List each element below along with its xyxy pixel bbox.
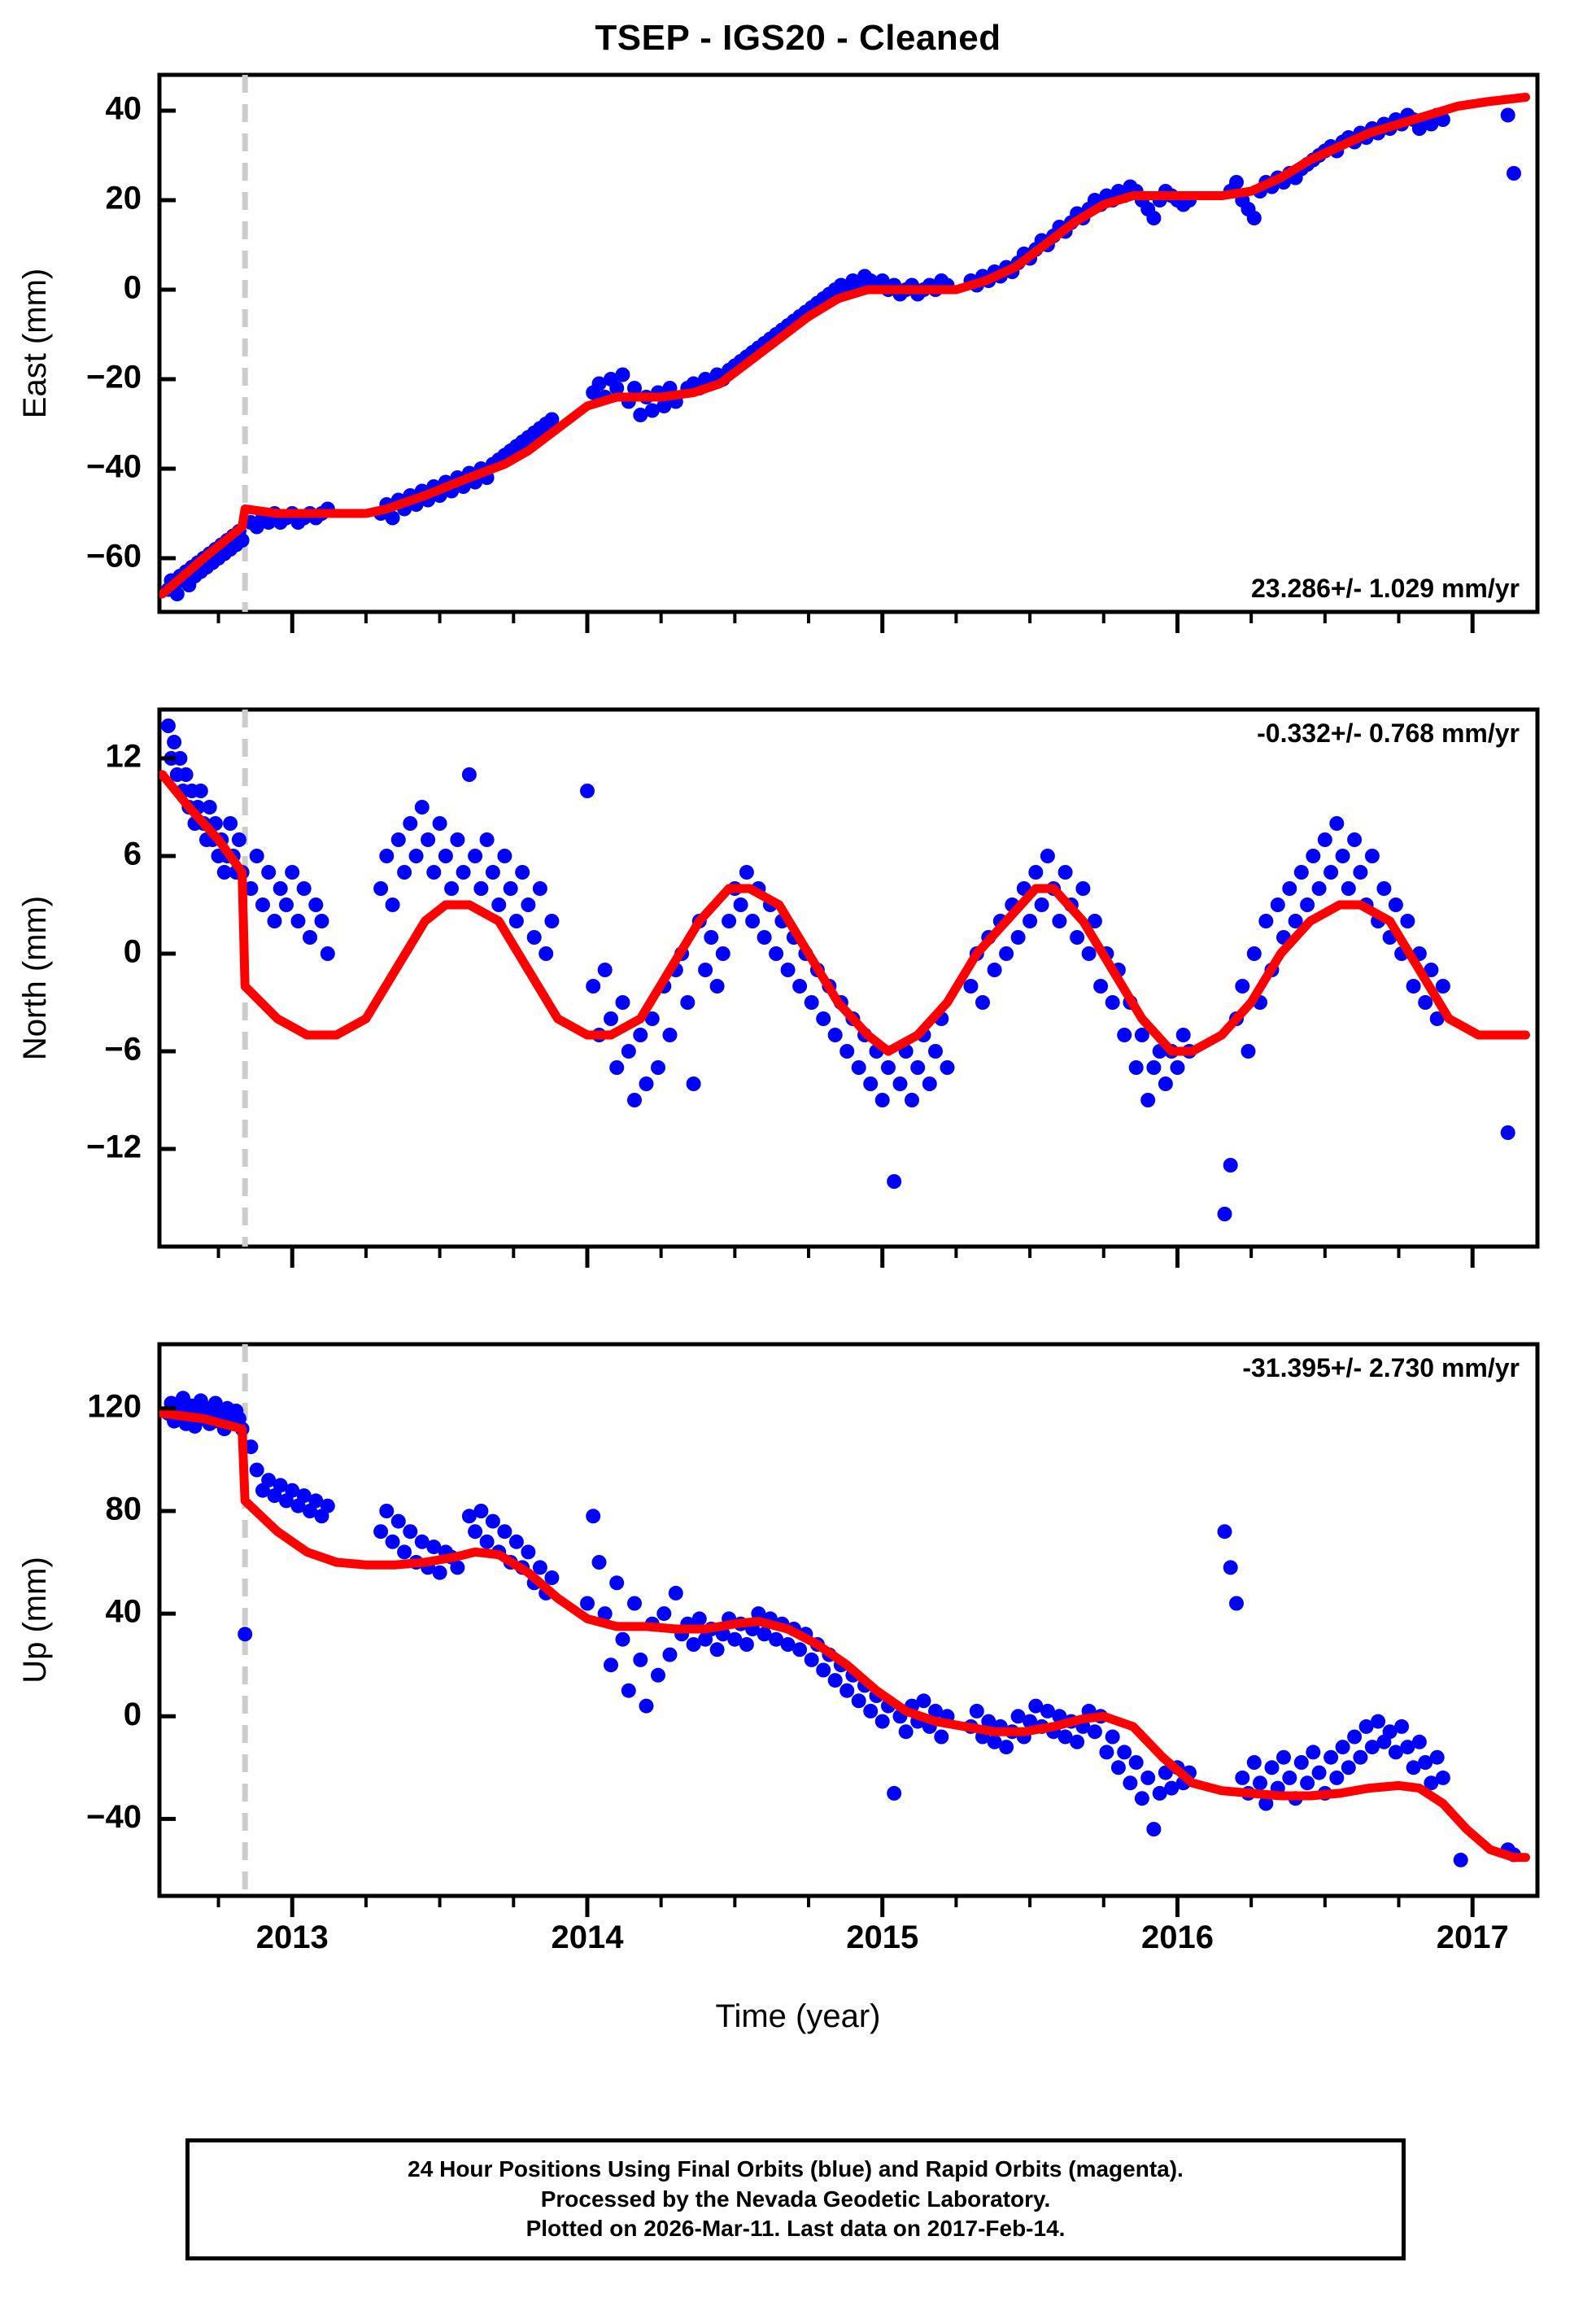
y-tick-label: −6 — [104, 1032, 142, 1068]
trend-line — [159, 1408, 1530, 1863]
footer-line-3: Plotted on 2026-Mar-11. Last data on 201… — [525, 2216, 1066, 2242]
data-layer — [159, 1391, 1530, 1867]
footer-line-1: 24 Hour Positions Using Final Orbits (bl… — [408, 2156, 1184, 2182]
y-tick-label: −40 — [86, 449, 142, 485]
y-tick-label: 20 — [106, 181, 142, 216]
trend-rate-annotation: 23.286+/- 1.029 mm/yr — [1251, 574, 1520, 603]
y-tick-label: 0 — [124, 1697, 142, 1732]
y-tick-label: 80 — [106, 1491, 142, 1527]
y-axis-title: Up (mm) — [17, 1557, 53, 1684]
y-tick-label: −20 — [86, 360, 142, 395]
y-tick-label: 6 — [124, 836, 142, 872]
footer-caption-box: 24 Hour Positions Using Final Orbits (bl… — [185, 2138, 1406, 2260]
x-tick-label: 2014 — [551, 1919, 624, 1953]
data-layer — [159, 718, 1530, 1221]
trend-line — [159, 93, 1530, 599]
x-axis-title: Time (year) — [715, 1998, 881, 2034]
plot-frame — [157, 707, 1540, 1249]
chart-panel-up: 120 80 40 0 −40 2013 2014 2015 2016 2017 Up (mm) -3… — [0, 1334, 1596, 1953]
y-tick-label: 40 — [106, 1594, 142, 1630]
series-points — [160, 718, 1515, 1221]
y-axis-title: North (mm) — [17, 896, 53, 1060]
y-axis-title: East (mm) — [17, 269, 53, 418]
x-tick-label: 2015 — [846, 1919, 918, 1953]
y-tick-label: 0 — [124, 934, 142, 970]
trend-line — [159, 770, 1530, 1056]
x-tick-label: 2016 — [1141, 1919, 1214, 1953]
x-tick-label: 2017 — [1437, 1919, 1509, 1953]
y-tick-label: −40 — [86, 1799, 142, 1835]
data-layer — [159, 93, 1530, 601]
y-tick-label: 40 — [106, 91, 142, 127]
trend-rate-annotation: -31.395+/- 2.730 mm/yr — [1242, 1353, 1520, 1382]
y-tick-label: 120 — [87, 1388, 142, 1424]
y-tick-label: −12 — [86, 1129, 142, 1165]
page-title: TSEP - IGS20 - Cleaned — [595, 18, 1001, 58]
trend-rate-annotation: -0.332+/- 0.768 mm/yr — [1257, 718, 1520, 748]
footer-line-2: Processed by the Nevada Geodetic Laborat… — [540, 2186, 1051, 2212]
x-tick-label: 2013 — [256, 1919, 329, 1953]
chart-svg-up: 120 80 40 0 −40 2013 2014 2015 2016 2017 Up (mm) -3… — [17, 1342, 1540, 1953]
y-tick-label: 12 — [106, 739, 142, 775]
plot-frame — [157, 1342, 1540, 1898]
y-tick-label: −60 — [86, 539, 142, 574]
y-tick-label: 0 — [124, 270, 142, 306]
